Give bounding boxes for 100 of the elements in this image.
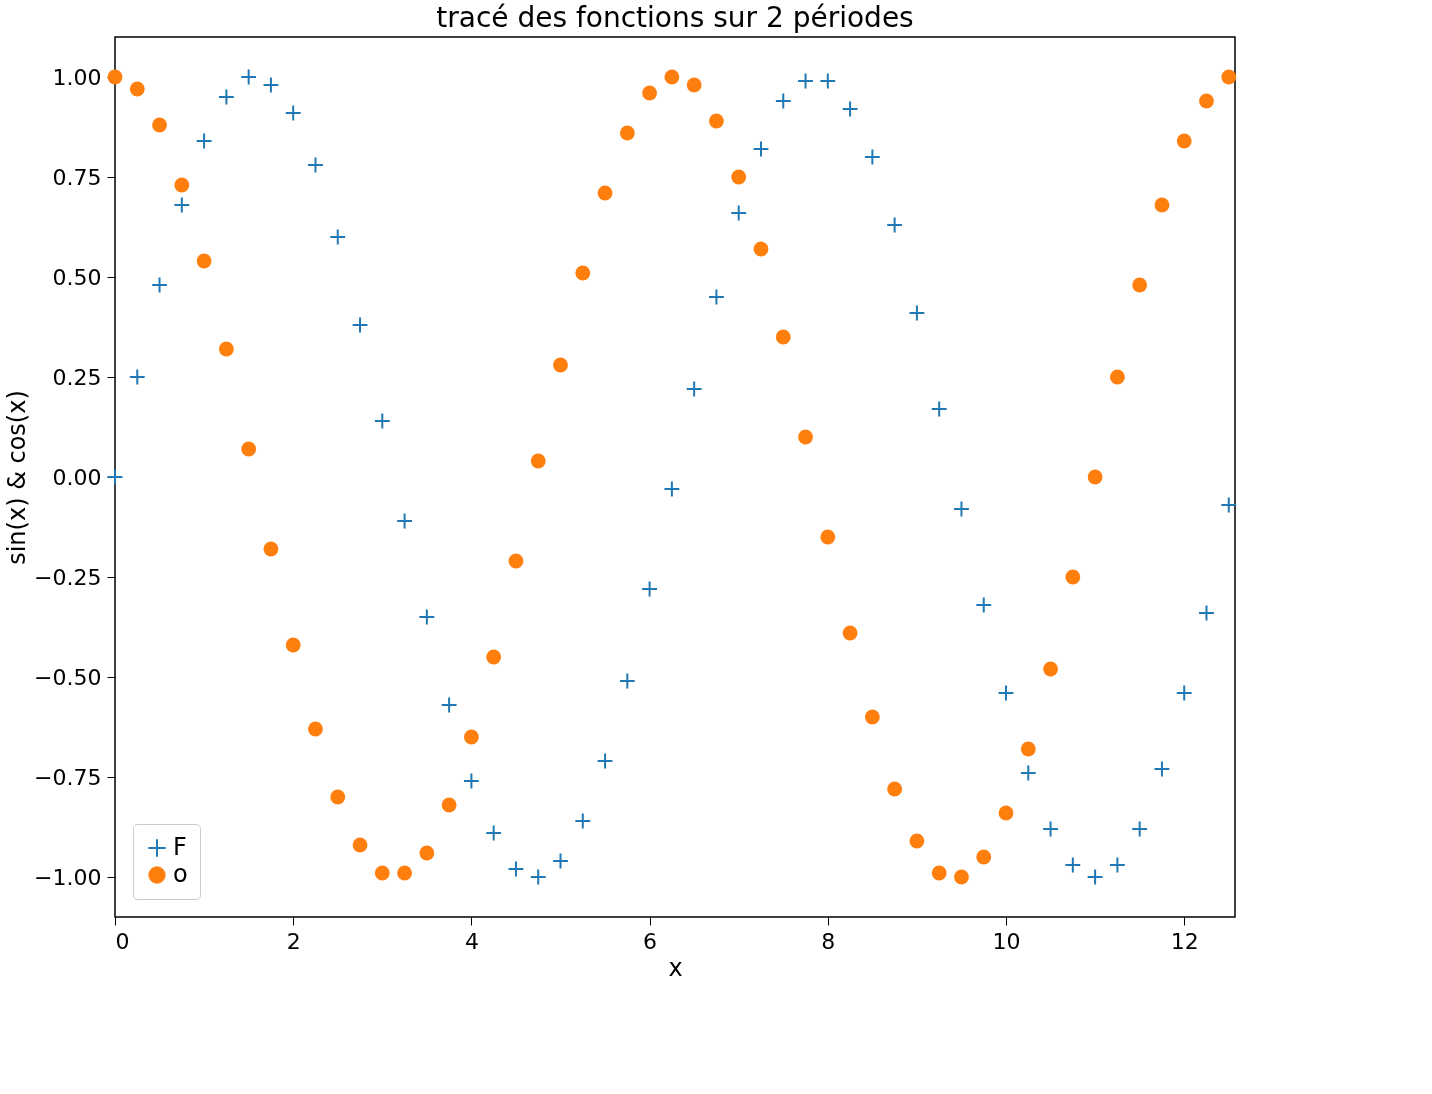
point — [152, 117, 167, 133]
chart-title: tracé des fonctions sur 2 périodes — [436, 1, 914, 34]
point — [709, 113, 724, 129]
point — [819, 72, 837, 90]
point — [352, 837, 368, 853]
point — [841, 100, 859, 118]
point — [930, 400, 948, 418]
point — [1108, 856, 1126, 874]
legend-label: o — [173, 860, 188, 888]
x-tick-label: 2 — [286, 928, 301, 954]
legend-label: F — [173, 833, 187, 861]
point — [1132, 277, 1148, 293]
point — [530, 453, 546, 469]
point — [686, 77, 702, 93]
point — [864, 709, 880, 725]
point — [1086, 868, 1104, 886]
point — [217, 88, 235, 106]
x-tick-label: 12 — [1170, 928, 1199, 954]
point — [597, 185, 613, 201]
x-tick-label: 0 — [115, 928, 130, 954]
point — [1199, 93, 1214, 109]
point — [196, 253, 212, 269]
y-tick-label: −0.50 — [34, 664, 102, 690]
point — [195, 132, 213, 150]
point — [774, 92, 792, 110]
y-tick-label: −1.00 — [34, 864, 102, 890]
point — [596, 752, 614, 770]
point — [1176, 133, 1192, 149]
point — [508, 553, 524, 569]
point — [731, 169, 747, 185]
point — [1154, 197, 1170, 213]
x-tick-label: 4 — [464, 928, 479, 954]
y-tick-label: 0.50 — [52, 264, 102, 290]
point — [954, 869, 969, 885]
point — [463, 729, 479, 745]
point — [128, 368, 146, 386]
point — [708, 288, 725, 306]
point — [1020, 741, 1036, 757]
point — [1065, 569, 1081, 585]
point — [330, 789, 346, 805]
point — [397, 865, 412, 881]
y-tick-label: 0.75 — [52, 164, 102, 190]
point — [263, 541, 279, 557]
point — [1042, 820, 1059, 838]
point — [173, 196, 191, 214]
point — [240, 68, 258, 86]
point — [241, 441, 257, 457]
point — [1221, 69, 1237, 85]
point — [998, 805, 1014, 821]
point — [485, 824, 503, 842]
point — [1019, 764, 1037, 782]
point — [642, 85, 658, 101]
point — [308, 721, 323, 737]
point — [419, 845, 435, 861]
y-tick-label: −0.25 — [34, 564, 102, 590]
point — [107, 69, 123, 85]
point — [1198, 604, 1215, 622]
point — [218, 341, 234, 357]
point — [1043, 661, 1058, 677]
point — [307, 156, 324, 174]
point — [975, 596, 993, 614]
y-axis-title: sin(x) & cos(x) — [3, 390, 32, 565]
point — [373, 412, 391, 430]
point — [374, 865, 390, 881]
point — [174, 177, 190, 193]
point — [820, 529, 836, 545]
point — [574, 812, 592, 830]
point — [909, 833, 925, 849]
point — [351, 316, 369, 334]
point — [529, 868, 547, 886]
point — [507, 860, 525, 878]
point — [1220, 496, 1238, 514]
point — [1131, 820, 1149, 838]
point — [440, 696, 458, 714]
point — [106, 468, 124, 486]
point — [418, 608, 436, 626]
point — [908, 304, 926, 322]
point — [1087, 469, 1103, 485]
point — [797, 72, 814, 90]
y-tick-label: −0.75 — [34, 764, 102, 790]
point — [1109, 369, 1125, 385]
x-tick-label: 8 — [821, 928, 836, 954]
point — [262, 76, 280, 94]
point — [953, 500, 970, 518]
point — [1153, 760, 1171, 778]
point — [285, 637, 301, 653]
point — [886, 216, 904, 234]
point — [976, 849, 992, 865]
point — [1175, 684, 1193, 702]
x-axis-title: x — [668, 953, 683, 982]
point — [753, 241, 769, 257]
y-tick-label: 0.25 — [52, 364, 102, 390]
point — [553, 357, 568, 373]
y-tick-label: 0.00 — [52, 464, 102, 490]
y-tick-label: 1.00 — [52, 64, 102, 90]
point — [641, 580, 659, 598]
point — [775, 329, 791, 345]
point — [887, 781, 903, 797]
point — [663, 480, 681, 498]
x-tick-label: 6 — [643, 928, 658, 954]
